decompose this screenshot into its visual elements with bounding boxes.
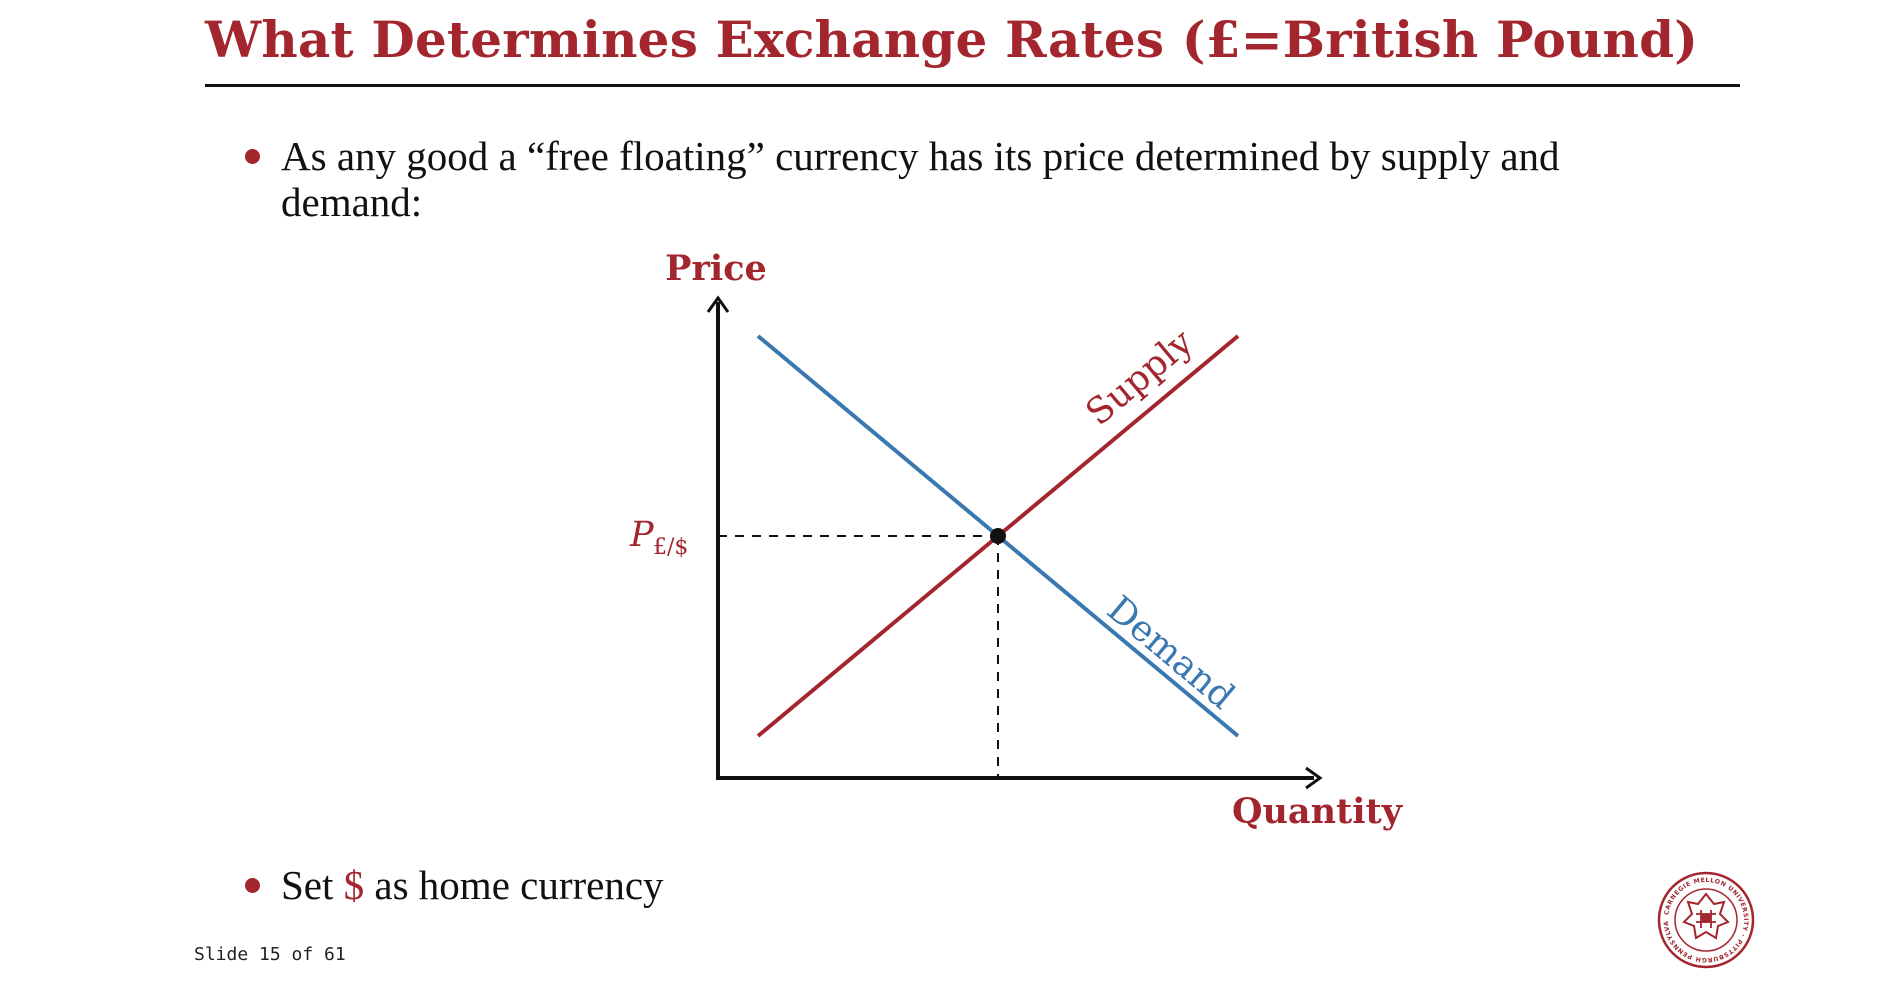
equilibrium-point — [990, 528, 1006, 544]
home-currency-symbol: $ — [343, 862, 365, 908]
bullet-dot-icon — [245, 878, 260, 893]
bullet-text-prefix: Set — [281, 862, 344, 908]
bullet-dot-icon — [245, 149, 260, 164]
university-seal-icon: CARNEGIE MELLON UNIVERSITY · PITTSBURGH … — [1656, 870, 1755, 969]
title-divider — [205, 84, 1740, 87]
y-axis-arrow-icon — [706, 295, 730, 313]
price-label: P — [629, 515, 655, 555]
bullet-text-suffix: as home currency — [364, 862, 664, 908]
bullet-text: As any good a “free floating” currency h… — [281, 133, 1560, 225]
slide-title: What Determines Exchange Rates (£=Britis… — [205, 10, 1699, 69]
demand-label: Demand — [1099, 588, 1242, 717]
slide-number: Slide 15 of 61 — [194, 944, 346, 965]
bullet-item: As any good a “free floating” currency h… — [245, 133, 1611, 225]
price-label-subscript: £/$ — [653, 535, 688, 560]
bullet-item: Set $ as home currency — [245, 862, 664, 908]
x-axis-label: Quantity — [1232, 791, 1404, 832]
x-axis-arrow-icon — [1305, 766, 1323, 790]
y-axis-label: Price — [665, 248, 767, 289]
